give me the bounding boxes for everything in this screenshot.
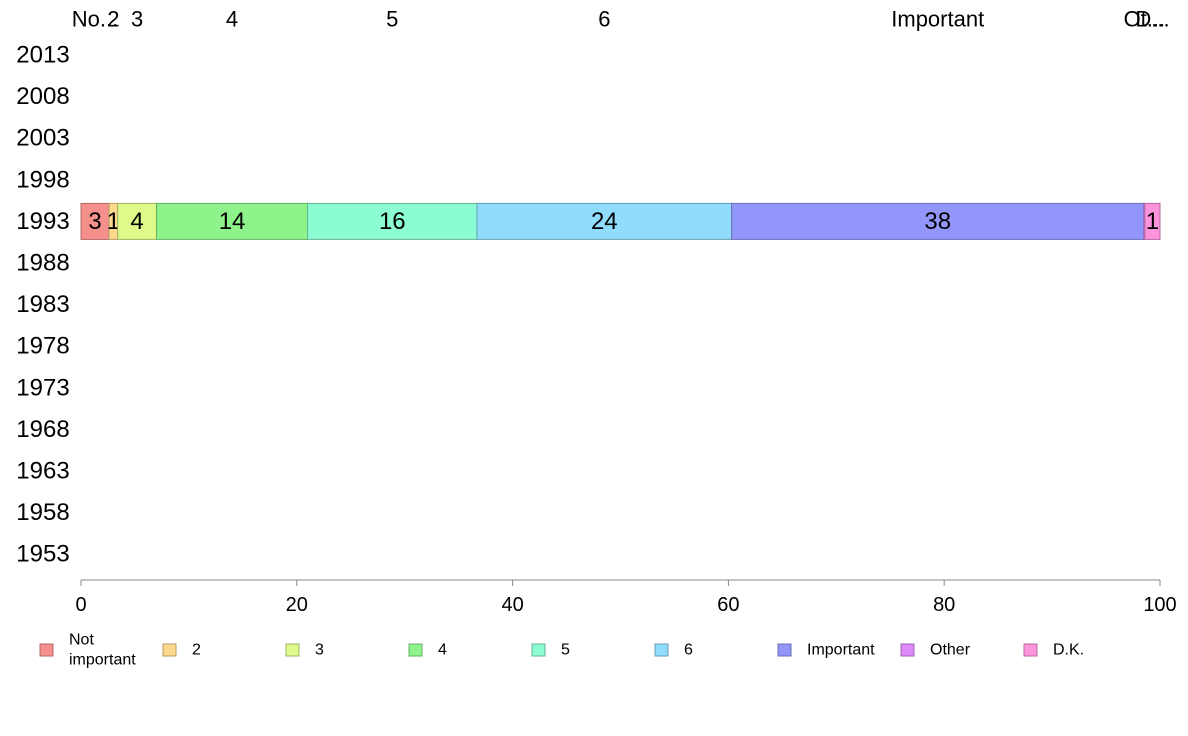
data-label-1993-5: 24 — [591, 208, 618, 235]
column-label-7: Ot... — [1124, 7, 1166, 32]
year-label-1988: 1988 — [16, 250, 69, 277]
year-label-1953: 1953 — [16, 541, 69, 568]
bar-1993-6 — [476, 202, 733, 240]
legend-swatch-5 — [654, 643, 669, 657]
year-label-1958: 1958 — [16, 499, 69, 526]
legend-label-3: 4 — [438, 642, 447, 659]
year-label-2003: 2003 — [16, 125, 69, 152]
bar-1993-3 — [117, 202, 158, 240]
legend-swatch-3 — [408, 643, 423, 657]
year-label-2008: 2008 — [16, 83, 69, 110]
legend-swatch-4 — [531, 643, 546, 657]
legend-swatch-2 — [285, 643, 300, 657]
legend-label-1: 2 — [192, 642, 201, 659]
year-label-1993: 1993 — [16, 208, 69, 235]
year-labels: 2013 2008 2003 1998 1993 1988 1983 1978 1973 1968… — [16, 42, 69, 568]
legend-label-4: 5 — [561, 642, 570, 659]
x-tick-label-80: 80 — [933, 594, 955, 616]
legend-label-0: Not — [69, 632, 94, 649]
x-tick-label-40: 40 — [501, 594, 523, 616]
x-axis: 0 20 40 60 80 100 — [75, 579, 1177, 616]
bar-1993-important — [731, 202, 1145, 240]
year-label-1983: 1983 — [16, 291, 69, 318]
year-label-1998: 1998 — [16, 166, 69, 193]
year-label-1978: 1978 — [16, 333, 69, 360]
column-label-5: 6 — [598, 7, 610, 32]
legend-swatch-6 — [777, 643, 792, 657]
legend-label-0: important — [69, 652, 136, 669]
legend-label-5: 6 — [684, 642, 693, 659]
column-label-3: 4 — [226, 7, 238, 32]
column-labels: No...2 3 4 5 6 Important Ot...D... — [72, 7, 1170, 32]
legend-label-6: Important — [807, 642, 875, 659]
column-label-4: 5 — [386, 7, 398, 32]
bar-1993-not-important — [80, 202, 110, 240]
data-label-1993-0: 3 — [88, 208, 101, 235]
x-tick-label-20: 20 — [286, 594, 308, 616]
bars: 3 1 4 14 16 24 38 1 — [80, 202, 1161, 240]
legend-swatch-0 — [39, 643, 54, 657]
data-label-1993-4: 16 — [379, 208, 406, 235]
column-label-2: 3 — [131, 7, 143, 32]
data-label-1993-3: 14 — [219, 208, 246, 235]
year-label-1968: 1968 — [16, 416, 69, 443]
legend: Not important 2 3 4 5 6 Important Other D.K. — [39, 632, 1084, 669]
bar-1993-5 — [307, 202, 478, 240]
x-tick-label-0: 0 — [75, 594, 86, 616]
legend-swatch-8 — [1023, 643, 1038, 657]
year-label-2013: 2013 — [16, 42, 69, 69]
legend-swatch-7 — [900, 643, 915, 657]
bar-1993-d-k- — [1144, 202, 1161, 240]
column-label-8: D... — [1135, 7, 1169, 32]
year-label-1963: 1963 — [16, 458, 69, 485]
column-label-0: No... — [72, 7, 118, 32]
x-tick-label-100: 100 — [1143, 594, 1176, 616]
column-label-1: 2 — [107, 7, 119, 32]
data-label-1993-1: 1 — [107, 208, 120, 235]
year-label-1973: 1973 — [16, 374, 69, 401]
data-label-1993-6: 38 — [924, 208, 951, 235]
legend-label-7: Other — [930, 642, 971, 659]
legend-swatch-1 — [162, 643, 177, 657]
legend-label-8: D.K. — [1053, 642, 1084, 659]
legend-label-2: 3 — [315, 642, 324, 659]
column-label-6: Important — [891, 7, 984, 32]
x-tick-label-60: 60 — [717, 594, 739, 616]
data-label-1993-8: 1 — [1146, 208, 1159, 235]
data-label-1993-2: 4 — [130, 208, 143, 235]
